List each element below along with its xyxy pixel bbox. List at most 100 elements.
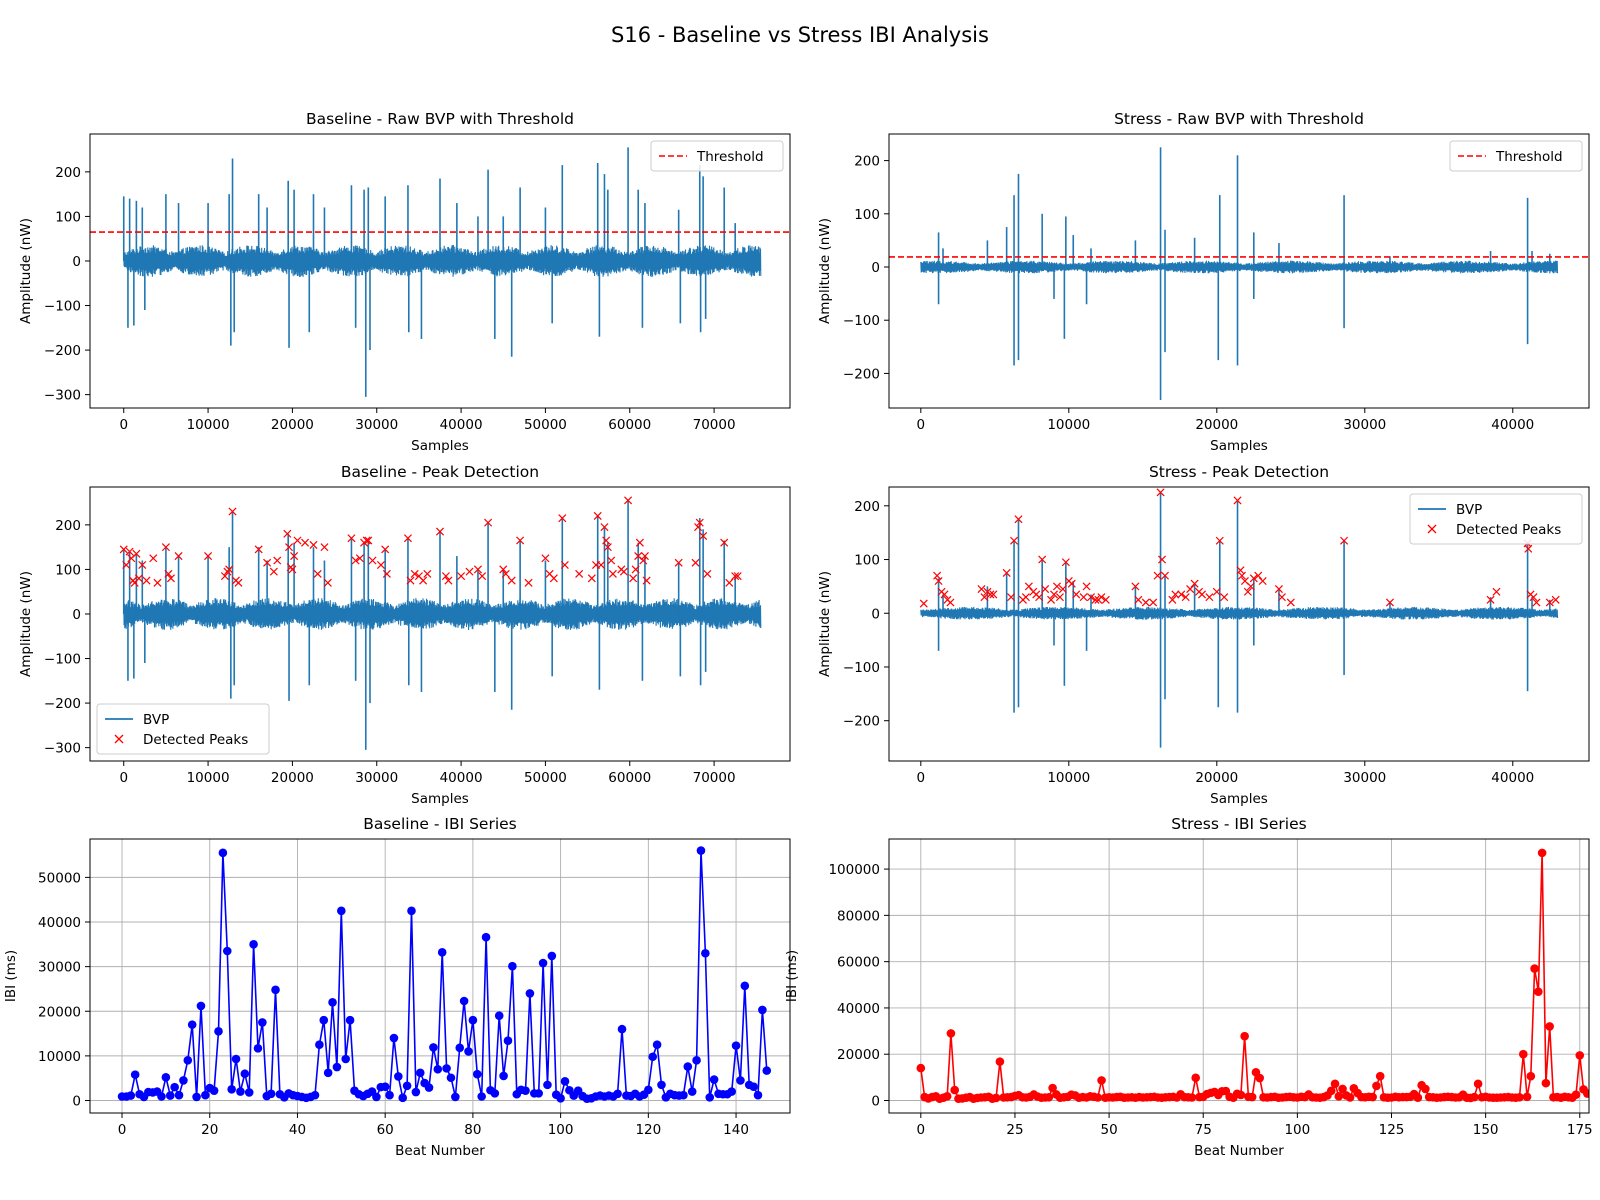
ibi-point xyxy=(345,1015,355,1025)
x-tick-label: 80 xyxy=(464,1122,481,1138)
panel-title: Baseline - Raw BVP with Threshold xyxy=(306,110,574,128)
legend-swatch-peaks xyxy=(1427,524,1437,534)
peak-marker xyxy=(288,565,297,574)
peak-marker xyxy=(1079,593,1088,602)
ibi-point xyxy=(433,1064,443,1074)
peak-marker xyxy=(254,545,263,554)
peak-marker xyxy=(989,590,998,599)
bvp-signal xyxy=(920,606,1559,620)
ibi-point xyxy=(196,1001,206,1011)
ibi-point xyxy=(1334,1092,1344,1101)
peak-marker xyxy=(381,545,390,554)
panel-title: Stress - Raw BVP with Threshold xyxy=(1114,110,1364,128)
x-tick-label: 30000 xyxy=(355,770,398,786)
ibi-point xyxy=(1470,1092,1479,1102)
peak-marker xyxy=(1153,571,1162,580)
ibi-point xyxy=(1575,1051,1585,1060)
x-tick-label: 120 xyxy=(635,1122,661,1138)
x-tick-label: 30000 xyxy=(1343,770,1386,786)
peak-marker xyxy=(320,543,329,552)
x-tick-label: 75 xyxy=(1195,1122,1212,1138)
x-tick-label: 20 xyxy=(201,1122,218,1138)
legend: Threshold xyxy=(650,140,784,172)
ibi-point xyxy=(407,906,416,916)
peak-marker xyxy=(1243,587,1252,596)
peak-marker xyxy=(134,574,143,583)
peak-marker xyxy=(602,536,611,545)
y-tick-label: 30000 xyxy=(38,960,81,976)
y-tick-label: −100 xyxy=(44,652,81,668)
ibi-point xyxy=(1522,1092,1532,1102)
peak-marker xyxy=(619,567,628,576)
ibi-point xyxy=(758,1005,767,1015)
peak-marker xyxy=(149,554,158,563)
x-tick-label: 100 xyxy=(1284,1122,1310,1138)
ibi-point xyxy=(950,1085,960,1095)
ibi-point xyxy=(942,1092,952,1101)
ibi-point xyxy=(398,1093,408,1103)
peak-marker xyxy=(364,536,373,545)
ibi-point xyxy=(1326,1086,1336,1096)
peak-marker xyxy=(1171,590,1180,599)
panel-stress-peaks: 0 10000 20000 30000 40000 −200 −100 0 100 200 Stre… xyxy=(817,463,1590,807)
peak-marker xyxy=(309,540,318,549)
ibi-point xyxy=(727,1087,736,1096)
ibi-point xyxy=(556,1093,565,1103)
ibi-point xyxy=(652,1040,662,1050)
ibi-point xyxy=(753,1090,763,1100)
y-tick-label: 0 xyxy=(871,606,880,622)
peak-marker xyxy=(516,536,525,545)
ibi-point xyxy=(240,1069,250,1079)
peak-marker xyxy=(1274,585,1283,594)
peak-marker xyxy=(473,565,482,574)
ibi-point xyxy=(709,1075,719,1084)
ibi-point xyxy=(648,1052,658,1062)
legend-label: Detected Peaks xyxy=(1456,522,1561,538)
peak-marker xyxy=(228,507,237,516)
x-tick-label: 0 xyxy=(119,417,128,433)
x-tick-label: 0 xyxy=(917,417,926,433)
x-tick-label: 10000 xyxy=(187,417,230,433)
peak-marker xyxy=(1002,568,1011,577)
panel-baseline-raw: 0 10000 20000 30000 40000 50000 60000 70000 −300… xyxy=(18,110,791,454)
ibi-point xyxy=(644,1085,653,1095)
peak-marker xyxy=(934,576,943,586)
x-tick-label: 40000 xyxy=(440,770,483,786)
peak-marker xyxy=(1237,571,1246,580)
ibi-point xyxy=(613,1089,622,1099)
ibi-point xyxy=(503,1036,513,1046)
x-tick-label: 20000 xyxy=(1195,417,1238,433)
legend-label: BVP xyxy=(143,712,169,728)
x-tick-label: 140 xyxy=(723,1122,749,1138)
y-tick-label: 40000 xyxy=(38,915,81,931)
peak-marker xyxy=(642,576,651,585)
peak-marker xyxy=(1246,582,1255,591)
x-tick-label: 0 xyxy=(119,770,128,786)
ibi-point xyxy=(477,1092,486,1101)
ibi-point xyxy=(165,1091,175,1100)
ibi-point xyxy=(209,1086,219,1095)
ibi-point xyxy=(499,1071,508,1081)
ibi-point xyxy=(1541,1078,1551,1088)
ibi-point xyxy=(534,1089,543,1098)
ibi-point xyxy=(157,1092,166,1101)
x-axis-label: Samples xyxy=(1210,438,1268,454)
peak-marker xyxy=(457,572,466,581)
ibi-point xyxy=(451,1092,460,1102)
peak-marker xyxy=(122,560,131,569)
x-tick-label: 40 xyxy=(289,1122,306,1138)
peak-marker xyxy=(597,560,606,569)
peak-marker xyxy=(499,565,508,574)
x-tick-label: 30000 xyxy=(355,417,398,433)
ibi-point xyxy=(1044,1092,1054,1102)
data-area xyxy=(889,147,1589,401)
peak-marker xyxy=(600,523,609,532)
ibi-point xyxy=(991,1093,1001,1103)
ibi-point xyxy=(762,1066,772,1075)
peak-marker xyxy=(640,552,649,561)
ibi-point xyxy=(1537,848,1547,858)
peak-marker xyxy=(691,558,700,567)
x-tick-label: 0 xyxy=(917,1122,926,1138)
